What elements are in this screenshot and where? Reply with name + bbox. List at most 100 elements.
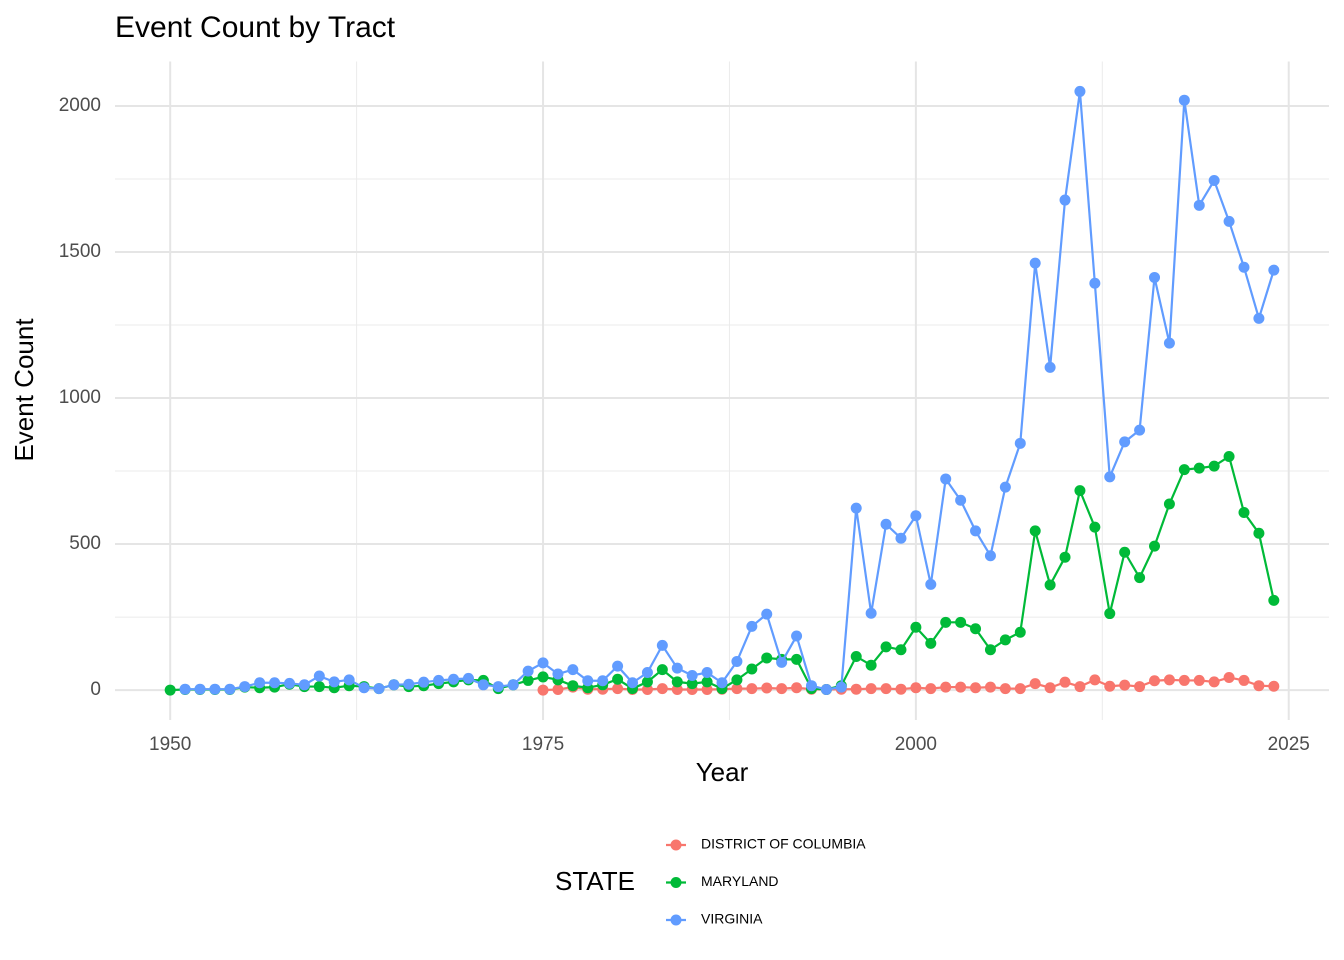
- data-point: [895, 532, 907, 544]
- data-point: [820, 683, 832, 695]
- data-point: [164, 684, 176, 696]
- data-point: [641, 683, 653, 695]
- data-point: [791, 682, 803, 694]
- data-point: [537, 671, 549, 683]
- data-point: [776, 656, 788, 668]
- data-point: [865, 659, 877, 671]
- data-point: [269, 677, 281, 689]
- data-point: [731, 674, 743, 686]
- data-point: [671, 676, 683, 688]
- y-tick-label: 2000: [59, 95, 101, 116]
- x-tick-label: 1950: [149, 734, 191, 755]
- data-point: [254, 677, 266, 689]
- data-point: [522, 665, 534, 677]
- data-point: [1089, 674, 1101, 686]
- data-point: [1089, 277, 1101, 289]
- data-point: [1044, 579, 1056, 591]
- data-point: [194, 683, 206, 695]
- data-point: [940, 616, 952, 628]
- data-point: [358, 682, 370, 694]
- data-point: [910, 510, 922, 522]
- data-point: [984, 550, 996, 562]
- data-point: [388, 679, 400, 691]
- data-point: [1253, 312, 1265, 324]
- data-point: [1268, 594, 1280, 606]
- data-point: [880, 518, 892, 530]
- data-point: [1178, 94, 1190, 106]
- data-point: [895, 683, 907, 695]
- legend-label: MARYLAND: [701, 873, 779, 889]
- data-point: [761, 682, 773, 694]
- y-tick-label: 500: [69, 533, 101, 554]
- data-point: [462, 672, 474, 684]
- data-point: [1268, 680, 1280, 692]
- data-point: [1014, 437, 1026, 449]
- data-point: [701, 683, 713, 695]
- data-point: [686, 678, 698, 690]
- data-point: [582, 675, 594, 687]
- data-point: [343, 674, 355, 686]
- data-point: [1134, 681, 1146, 693]
- data-point: [1074, 485, 1086, 497]
- data-point: [1044, 361, 1056, 373]
- data-point: [850, 502, 862, 514]
- data-point: [1223, 215, 1235, 227]
- data-point: [671, 683, 683, 695]
- data-point: [746, 620, 758, 632]
- data-point: [970, 525, 982, 537]
- data-point: [746, 663, 758, 675]
- data-point: [597, 675, 609, 687]
- legend-title: STATE: [555, 866, 635, 896]
- data-point: [612, 660, 624, 672]
- data-point: [239, 681, 251, 693]
- data-point: [999, 481, 1011, 493]
- data-point: [1014, 626, 1026, 638]
- data-point: [805, 680, 817, 692]
- data-point: [537, 657, 549, 669]
- data-point: [880, 683, 892, 695]
- data-point: [746, 683, 758, 695]
- data-point: [328, 676, 340, 688]
- data-point: [999, 683, 1011, 695]
- data-point: [1149, 271, 1161, 283]
- data-point: [761, 652, 773, 664]
- data-point: [1178, 674, 1190, 686]
- data-point: [1029, 678, 1041, 690]
- data-point: [656, 683, 668, 695]
- data-point: [1059, 676, 1071, 688]
- data-point: [1223, 450, 1235, 462]
- data-point: [537, 684, 549, 696]
- data-point: [1149, 675, 1161, 687]
- data-point: [418, 676, 430, 688]
- x-axis-label: Year: [696, 757, 749, 787]
- data-point: [567, 664, 579, 676]
- data-point: [910, 621, 922, 633]
- data-point: [656, 639, 668, 651]
- data-point: [1238, 261, 1250, 273]
- data-point: [627, 677, 639, 689]
- data-point: [701, 667, 713, 679]
- data-point: [1149, 540, 1161, 552]
- data-point: [835, 681, 847, 693]
- x-tick-label: 2000: [895, 734, 937, 755]
- data-point: [686, 669, 698, 681]
- series-line: [170, 454, 1275, 692]
- data-point: [1193, 674, 1205, 686]
- y-tick-label: 0: [90, 679, 101, 700]
- y-tick-label: 1000: [59, 387, 101, 408]
- data-point: [283, 677, 295, 689]
- data-point: [865, 607, 877, 619]
- data-point: [940, 681, 952, 693]
- data-point: [776, 683, 788, 695]
- data-point: [761, 608, 773, 620]
- data-point: [1104, 680, 1116, 692]
- data-point: [1119, 679, 1131, 691]
- data-point: [850, 650, 862, 662]
- chart-title: Event Count by Tract: [115, 11, 396, 44]
- data-point: [1119, 546, 1131, 558]
- data-point: [731, 655, 743, 667]
- data-point: [1089, 521, 1101, 533]
- data-point: [1163, 498, 1175, 510]
- data-point: [1268, 264, 1280, 276]
